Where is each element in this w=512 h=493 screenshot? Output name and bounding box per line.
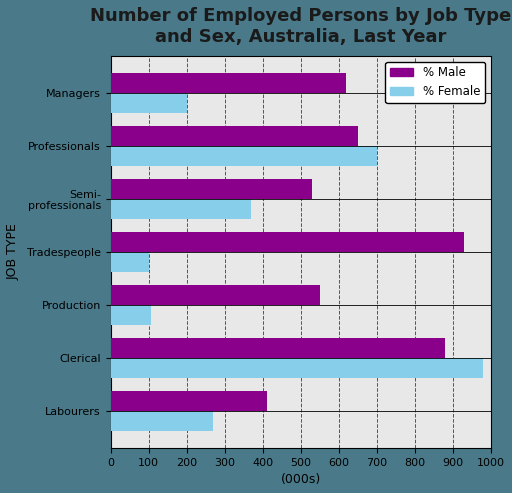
Bar (111, 338, 445, 358)
Bar (111, 390, 267, 411)
Bar (111, 199, 251, 219)
X-axis label: (000s): (000s) (281, 473, 321, 486)
Bar (111, 411, 214, 431)
Bar (111, 252, 148, 272)
Y-axis label: JOB TYPE: JOB TYPE (7, 223, 20, 280)
Bar (111, 93, 187, 113)
Bar (111, 126, 358, 146)
Bar (111, 178, 312, 199)
Bar (111, 305, 151, 325)
Legend: % Male, % Female: % Male, % Female (385, 62, 485, 103)
Title: Number of Employed Persons by Job Type
and Sex, Australia, Last Year: Number of Employed Persons by Job Type a… (90, 7, 511, 46)
Bar (111, 72, 347, 93)
Bar (111, 284, 320, 305)
Bar (111, 232, 464, 252)
Bar (111, 358, 483, 378)
Bar (111, 146, 377, 166)
